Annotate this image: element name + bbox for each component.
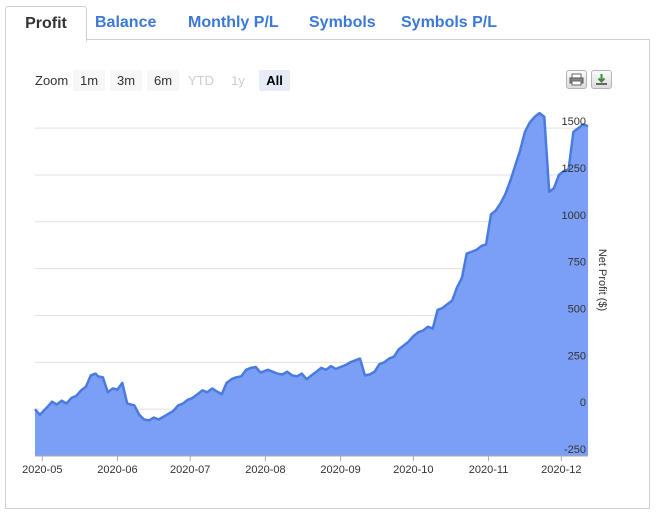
y-tick-label: 0 (580, 397, 586, 409)
y-tick-label: 250 (568, 350, 586, 362)
y-axis-label: Net Profit ($) (596, 249, 608, 311)
zoom-1m-button[interactable]: 1m (73, 70, 105, 91)
x-tick-label: 2020-05 (22, 464, 62, 476)
x-tick-label: 2020-07 (170, 464, 210, 476)
x-axis-ticks: 2020-05 2020-06 2020-07 2020-08 2020-09 2020-… (22, 456, 582, 476)
tab-bar: Profit Balance Monthly P/L Symbols Symbo… (0, 0, 659, 42)
x-tick-label: 2020-10 (393, 464, 433, 476)
y-tick-label: 1000 (562, 210, 586, 222)
tab-balance[interactable]: Balance (95, 14, 157, 31)
y-tick-label: 750 (568, 257, 586, 269)
y-axis-ticks: -250 0 250 500 750 1000 1250 1500 (562, 116, 586, 456)
zoom-label: Zoom (35, 73, 69, 88)
x-tick-label: 2020-12 (541, 464, 581, 476)
y-tick-label: 500 (568, 303, 586, 315)
tab-monthly-pl[interactable]: Monthly P/L (188, 14, 279, 31)
download-icon (596, 74, 607, 85)
y-tick-label: 1500 (562, 116, 586, 128)
profit-line (34, 111, 589, 422)
print-button[interactable] (566, 70, 587, 89)
x-tick-label: 2020-08 (245, 464, 285, 476)
y-tick-label: 1250 (562, 163, 586, 175)
x-tick-label: 2020-11 (469, 464, 509, 476)
tab-symbols[interactable]: Symbols (309, 14, 376, 31)
zoom-3m-button[interactable]: 3m (110, 70, 142, 91)
printer-icon (569, 73, 584, 86)
zoom-all-button[interactable]: All (259, 70, 290, 91)
zoom-ytd-button[interactable]: YTD (184, 70, 218, 91)
zoom-1y-button[interactable]: 1y (222, 70, 254, 91)
profit-area (35, 113, 588, 456)
y-tick-label: -250 (564, 444, 586, 456)
x-tick-label: 2020-09 (320, 464, 360, 476)
x-tick-label: 2020-06 (97, 464, 137, 476)
tab-symbols-pl[interactable]: Symbols P/L (401, 14, 498, 31)
tab-profit[interactable]: Profit (5, 6, 87, 42)
download-button[interactable] (591, 70, 612, 89)
zoom-6m-button[interactable]: 6m (147, 70, 179, 91)
